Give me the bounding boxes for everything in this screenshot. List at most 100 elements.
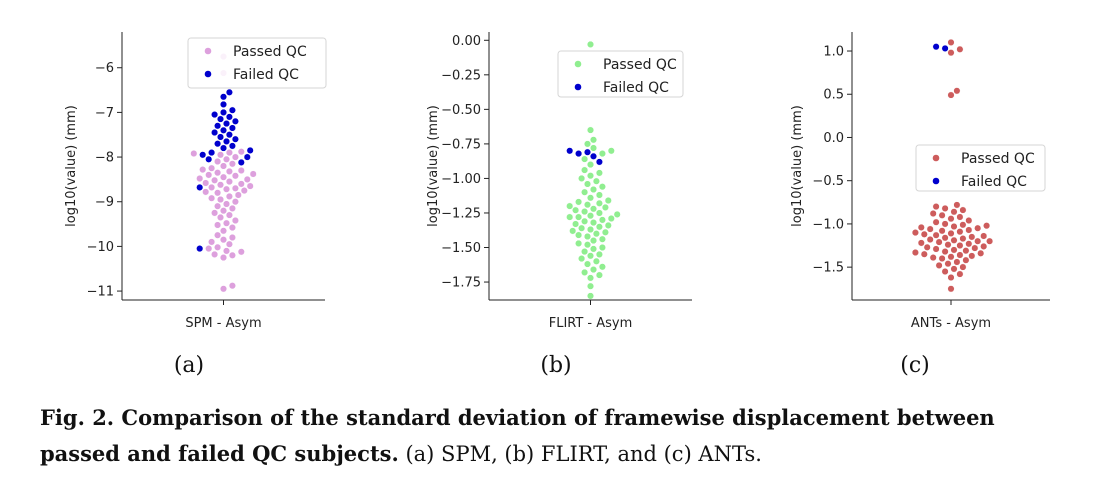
passed-qc-point [575, 239, 583, 247]
passed-qc-point [231, 216, 239, 225]
passed-qc-point [231, 153, 239, 161]
passed-qc-point [598, 263, 606, 271]
passed-qc-point [980, 232, 988, 240]
y-tick-label: −0.25 [441, 68, 481, 83]
passed-qc-point [581, 217, 589, 225]
passed-qc-point [214, 157, 222, 166]
y-tick-label: −9 [95, 195, 114, 210]
failed-qc-point [222, 137, 231, 145]
passed-qc-point [592, 257, 600, 265]
x-category-label: SPM - Asym [185, 316, 261, 331]
passed-qc-point [211, 176, 219, 184]
passed-qc-point [586, 194, 595, 202]
passed-qc-point [589, 205, 598, 213]
legend-label-passed: Passed QC [961, 151, 1035, 167]
passed-qc-point [583, 140, 592, 148]
passed-qc-point [222, 185, 231, 193]
passed-qc-point [237, 180, 245, 188]
passed-qc-point [935, 261, 943, 269]
passed-qc-point [959, 235, 967, 243]
passed-qc-point [214, 169, 222, 177]
y-tick-label: −7 [95, 106, 114, 121]
legend-marker-failed [932, 177, 940, 185]
failed-qc-point [219, 100, 228, 108]
failed-qc-point [575, 150, 583, 158]
passed-qc-point [947, 215, 955, 223]
passed-qc-point [578, 255, 586, 263]
passed-qc-point [219, 173, 228, 181]
passed-qc-point [598, 243, 606, 252]
legend-box [557, 50, 684, 98]
legend-box [915, 144, 1046, 192]
figure-caption: Fig. 2. Comparison of the standard devia… [40, 400, 1080, 472]
passed-qc-point [968, 252, 976, 260]
passed-qc-point [941, 234, 949, 242]
failed-qc-point [228, 124, 236, 132]
passed-qc-point [956, 228, 964, 236]
passed-qc-point [950, 236, 958, 244]
passed-qc-point [583, 241, 592, 249]
passed-qc-point [604, 221, 612, 229]
passed-qc-point [935, 238, 943, 246]
passed-qc-point [607, 147, 615, 155]
passed-qc-point [216, 213, 225, 221]
subplot-label: (a) [174, 353, 204, 378]
y-tick-label: 0.5 [823, 88, 844, 103]
passed-qc-point [941, 248, 949, 256]
caption-normal: (a) SPM, (b) FLIRT, and (c) ANTs. [398, 442, 762, 466]
passed-qc-point [581, 155, 589, 163]
passed-qc-point [586, 225, 595, 234]
passed-qc-point [917, 223, 925, 231]
passed-qc-point [205, 171, 213, 179]
passed-qc-point [581, 188, 589, 196]
passed-qc-point [202, 179, 210, 187]
y-axis-label: log10(value) (mm) [64, 105, 79, 227]
x-category-label: FLIRT - Asym [549, 316, 633, 331]
y-tick-label: −1.0 [812, 217, 844, 232]
passed-qc-point [592, 230, 600, 238]
passed-qc-point [598, 150, 606, 158]
passed-qc-point [589, 237, 598, 245]
y-tick-label: −1.50 [441, 241, 481, 256]
passed-qc-point [926, 225, 934, 233]
failed-qc-point [231, 135, 239, 143]
passed-qc-point [219, 236, 228, 244]
passed-qc-point [222, 247, 231, 255]
passed-qc-point [211, 209, 219, 217]
passed-qc-point [240, 187, 248, 195]
legend-marker-passed [574, 60, 582, 68]
passed-qc-point [959, 206, 967, 214]
passed-qc-point [947, 38, 955, 46]
passed-qc-point [219, 285, 228, 293]
failed-qc-point [228, 142, 236, 150]
passed-qc-point [944, 241, 952, 249]
failed-qc-point [231, 117, 239, 125]
failed-qc-point [214, 122, 222, 130]
passed-qc-point [598, 183, 606, 191]
passed-qc-point [920, 230, 928, 238]
failed-qc-point [222, 120, 231, 128]
passed-qc-point [595, 271, 603, 279]
y-tick-label: −0.5 [812, 174, 844, 189]
passed-qc-point [216, 195, 225, 204]
passed-qc-point [983, 222, 991, 230]
passed-qc-point [911, 248, 919, 257]
passed-qc-point [214, 243, 222, 251]
failed-qc-point [205, 155, 213, 163]
passed-qc-point [956, 270, 964, 278]
passed-qc-point [586, 126, 595, 134]
passed-qc-point [572, 206, 580, 214]
passed-qc-point [231, 198, 239, 206]
legend-label-passed: Passed QC [233, 44, 307, 60]
failed-qc-point [589, 152, 598, 160]
passed-qc-point [980, 242, 988, 250]
passed-qc-point [208, 164, 216, 172]
passed-qc-point [214, 189, 222, 197]
failed-qc-point [211, 128, 219, 137]
passed-qc-point [578, 174, 586, 182]
passed-qc-point [977, 249, 985, 257]
passed-qc-point [941, 267, 949, 276]
failed-qc-point [216, 115, 225, 123]
passed-qc-point [228, 282, 236, 290]
